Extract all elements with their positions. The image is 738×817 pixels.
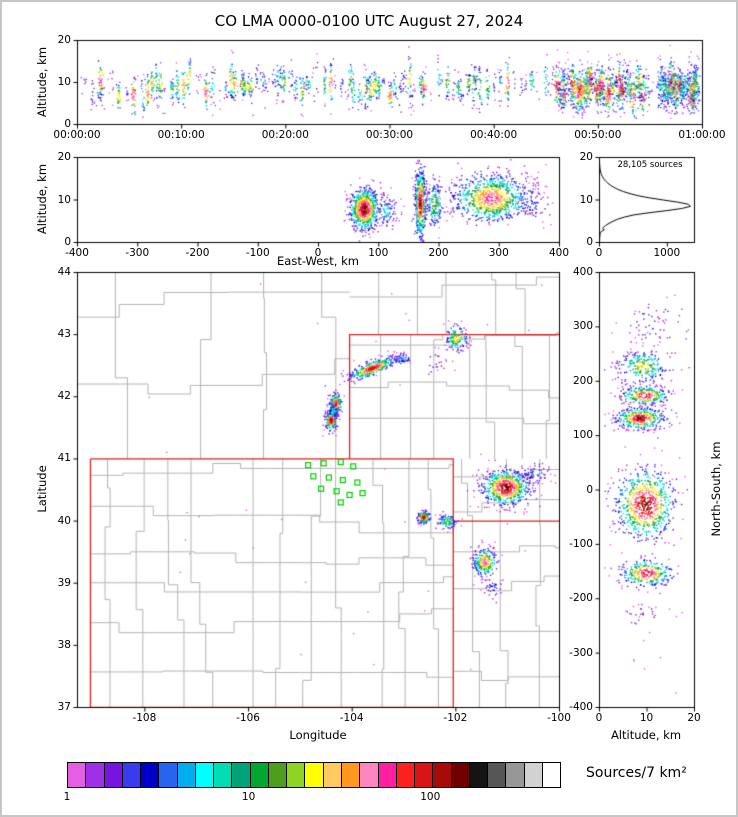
colorbar-cell	[287, 763, 306, 787]
tick-label: 37	[57, 701, 71, 713]
plan-view-ylabel: Latitude	[35, 465, 49, 513]
colorbar-cell	[232, 763, 251, 787]
colorbar-cell	[141, 763, 160, 787]
tick-label: 38	[57, 638, 71, 651]
tick-label: -106	[236, 712, 260, 724]
tick-label: 00:40:00	[470, 129, 518, 141]
tick-label: 100	[420, 791, 441, 803]
figure-title: CO LMA 0000-0100 UTC August 27, 2024	[214, 12, 524, 30]
colorbar-cell	[122, 763, 142, 787]
colorbar-cell	[360, 763, 379, 787]
colorbar-cell	[214, 763, 233, 787]
plan-view-xlabel: Longitude	[289, 728, 347, 742]
colorbar-cell	[469, 763, 489, 787]
tick-label: 0	[595, 247, 603, 259]
ew-height-ylabel: Altitude, km	[35, 163, 49, 235]
tick-label: 300	[572, 320, 593, 333]
tick-label: 41	[57, 452, 71, 465]
tick-label: 10	[241, 791, 256, 803]
tick-label: -400	[65, 247, 89, 259]
tick-label: 0	[586, 236, 593, 248]
colorbar-cell	[250, 763, 269, 787]
colorbar-cell	[488, 763, 507, 787]
tick-label: -100	[245, 247, 270, 259]
tick-label: 00:50:00	[574, 129, 622, 141]
tick-label: 0	[595, 712, 603, 724]
tick-label: 10	[579, 193, 593, 206]
colorbar-cell	[104, 763, 123, 787]
colorbar-cell	[451, 763, 470, 787]
tick-label: 0	[586, 483, 593, 496]
tick-label: -300	[569, 646, 593, 659]
tick-label: -100	[569, 537, 593, 550]
tick-label: 10	[639, 712, 654, 724]
colorbar-cell	[433, 763, 452, 787]
tick-label: 20	[57, 34, 71, 46]
tick-label: 0	[64, 236, 71, 248]
tick-label: 01:00:00	[678, 129, 726, 141]
tick-label: 00:30:00	[365, 129, 414, 141]
tick-label: -200	[569, 592, 593, 605]
tick-label: 0	[314, 247, 322, 259]
tick-label: 00:00:00	[53, 129, 101, 141]
ew-height-xlabel: East-West, km	[277, 254, 359, 268]
ns-alt-xlabel: Altitude, km	[610, 728, 682, 742]
colorbar-cell	[159, 763, 178, 787]
alt-histogram-canvas	[591, 149, 702, 250]
tick-label: 400	[572, 266, 593, 278]
colorbar-cell	[396, 763, 416, 787]
tick-label: 42	[57, 390, 71, 403]
tick-label: -300	[125, 247, 150, 259]
time-height-ylabel: Altitude, km	[35, 46, 49, 118]
tick-label: -108	[132, 712, 157, 724]
tick-label: 20	[687, 712, 701, 724]
plan-view-canvas	[69, 264, 567, 715]
tick-label: -102	[443, 712, 468, 724]
tick-label: -400	[569, 701, 593, 713]
tick-label: 0	[64, 118, 71, 130]
tick-label: 1	[63, 791, 71, 803]
tick-label: 10	[57, 193, 71, 206]
tick-label: 00:10:00	[157, 129, 205, 141]
tick-label: 300	[488, 247, 509, 259]
colorbar-cell	[68, 763, 87, 787]
colorbar-cell	[341, 763, 361, 787]
tick-label: 39	[57, 576, 71, 589]
tick-label: -200	[185, 247, 210, 259]
tick-label: -104	[339, 712, 364, 724]
tick-label: 20	[579, 151, 593, 163]
colorbar-cell	[542, 763, 561, 787]
tick-label: 200	[428, 247, 449, 259]
colorbar-cell	[195, 763, 215, 787]
colorbar-cell	[415, 763, 434, 787]
colorbar-cell	[86, 763, 105, 787]
tick-label: 400	[548, 247, 570, 259]
colorbar	[67, 762, 561, 788]
colorbar-cell	[305, 763, 324, 787]
time-height-canvas	[69, 32, 710, 132]
tick-label: 43	[57, 328, 71, 341]
tick-label: 00:20:00	[261, 129, 309, 141]
colorbar-cell	[524, 763, 543, 787]
tick-label: 200	[572, 374, 593, 387]
histogram-annotation: 28,105 sources	[617, 160, 683, 170]
colorbar-cell	[506, 763, 525, 787]
tick-label: 10	[57, 76, 71, 88]
tick-label: 100	[572, 429, 593, 442]
tick-label: 20	[57, 151, 71, 163]
ew-height-canvas	[69, 149, 567, 250]
tick-label: 40	[57, 514, 71, 527]
colorbar-cell	[378, 763, 397, 787]
tick-label: 1000	[653, 247, 681, 259]
tick-label: 44	[57, 266, 71, 278]
colorbar-cell	[177, 763, 196, 787]
tick-label: 100	[368, 247, 389, 259]
colorbar-label: Sources/7 km²	[586, 765, 687, 781]
colorbar-cell	[268, 763, 288, 787]
ns-alt-canvas	[591, 264, 702, 715]
colorbar-cell	[323, 763, 342, 787]
ns-alt-ylabel: North-South, km	[709, 441, 723, 537]
tick-label: -100	[547, 712, 571, 724]
